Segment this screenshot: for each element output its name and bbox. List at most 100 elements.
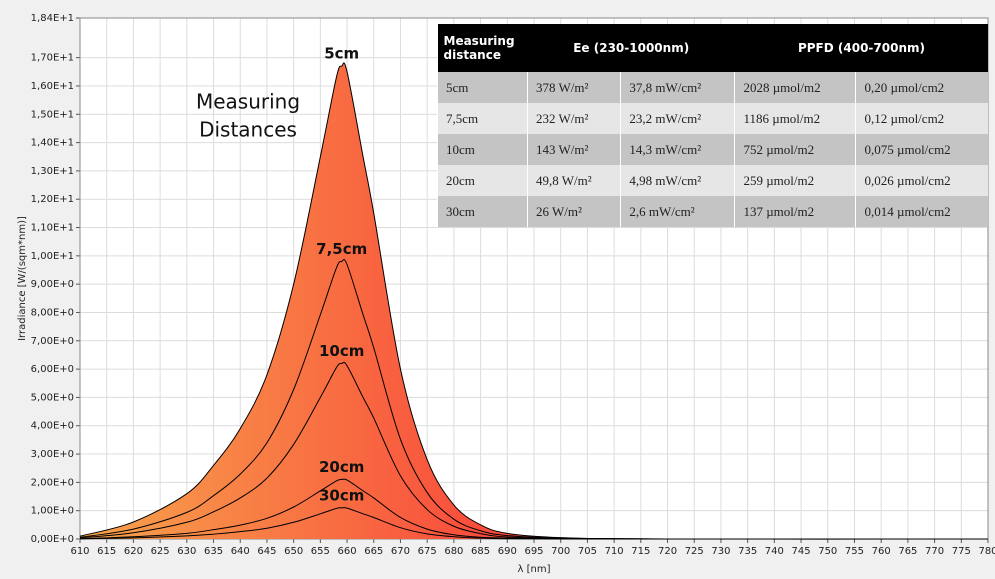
y-tick-label: 1,10E+1: [31, 223, 74, 234]
y-tick-label: 1,40E+1: [31, 138, 74, 149]
table-cell: 137 µmol/m2: [734, 196, 856, 227]
area: [80, 62, 988, 540]
table-cell: 5cm: [437, 72, 528, 103]
x-tick-label: 690: [498, 546, 517, 557]
table-cell: 20cm: [437, 165, 528, 196]
table-cell: 232 W/m²: [526, 103, 621, 134]
x-tick-label: 740: [765, 546, 784, 557]
x-tick-label: 665: [364, 546, 383, 557]
table-cell: 7,5cm: [437, 103, 528, 134]
y-tick-label: 2,00E+0: [31, 477, 74, 488]
x-tick-label: 610: [70, 546, 89, 557]
x-tick-label: 670: [391, 546, 410, 557]
y-tick-label: 1,30E+1: [31, 166, 74, 177]
y-tick-label: 7,00E+0: [31, 336, 74, 347]
table-cell: 0,12 µmol/cm2: [855, 103, 988, 134]
x-tick-label: 715: [631, 546, 650, 557]
table-cell: 14,3 mW/cm²: [620, 134, 735, 165]
x-tick-label: 630: [177, 546, 196, 557]
table-cell: 26 W/m²: [526, 196, 621, 227]
series-label: 7,5cm: [316, 240, 367, 258]
table-cell: 10cm: [437, 134, 528, 165]
x-tick-label: 635: [204, 546, 223, 557]
table-cell: 143 W/m²: [526, 134, 621, 165]
table-row: 20cm 49,8 W/m² 4,98 mW/cm² 259 µmol/m2 0,026…: [437, 165, 988, 196]
table-cell: 378 W/m²: [526, 72, 621, 103]
x-tick-label: 675: [418, 546, 437, 557]
table-row: 5cm 378 W/m² 37,8 mW/cm² 2028 µmol/m2 0,20 µ…: [437, 72, 988, 103]
x-tick-label: 640: [231, 546, 250, 557]
x-tick-label: 720: [658, 546, 677, 557]
line: [79, 507, 988, 540]
y-tick-label: 5,00E+0: [31, 392, 74, 403]
y-tick-label: 1,00E+1: [31, 251, 74, 262]
table-cell: 0,075 µmol/cm2: [855, 134, 988, 165]
y-tick-label: 4,00E+0: [31, 421, 74, 432]
y-axis-label: Irradiance [W/(sqm*nm)]: [17, 216, 28, 341]
x-tick-label: 620: [124, 546, 143, 557]
annotation: Distances: [199, 118, 297, 142]
table-cell: 23,2 mW/cm²: [620, 103, 735, 134]
header-cell: Ee (230-1000nm): [527, 24, 735, 72]
series-label: 30cm: [319, 486, 364, 504]
x-tick-label: 680: [444, 546, 463, 557]
table-cell: 0,20 µmol/cm2: [855, 72, 988, 103]
x-tick-label: 685: [471, 546, 490, 557]
table-cell: 0,026 µmol/cm2: [855, 165, 988, 196]
table-cell: 4,98 mW/cm²: [620, 165, 735, 196]
y-tick-label: 8,00E+0: [31, 307, 74, 318]
header-row: Measuring distance Ee (230-1000nm) PPFD (4…: [437, 24, 988, 72]
y-tick-label: 1,00E+0: [31, 506, 74, 517]
y-tick-label: 1,84E+1: [31, 13, 74, 24]
y-tick-label: 0,00E+0: [31, 534, 74, 545]
x-tick-label: 735: [738, 546, 757, 557]
x-tick-label: 760: [872, 546, 891, 557]
x-tick-label: 725: [685, 546, 704, 557]
series-label: 10cm: [319, 342, 364, 360]
header-cell: PPFD (400-700nm): [734, 24, 988, 72]
table-cell: 752 µmol/m2: [734, 134, 856, 165]
x-tick-label: 625: [151, 546, 170, 557]
x-tick-label: 615: [97, 546, 116, 557]
y-tick-label: 1,50E+1: [31, 109, 74, 120]
x-tick-label: 745: [792, 546, 811, 557]
series-label: 20cm: [319, 458, 364, 476]
y-tick-label: 1,70E+1: [31, 53, 74, 64]
data-table: Measuring distance Ee (230-1000nm) PPFD (4…: [437, 24, 988, 227]
x-tick-label: 700: [551, 546, 570, 557]
y-tick-label: 1,20E+1: [31, 194, 74, 205]
x-tick-label: 770: [925, 546, 944, 557]
series-label: 5cm: [324, 45, 359, 63]
x-tick-label: 660: [338, 546, 357, 557]
table-row: 7,5cm 232 W/m² 23,2 mW/cm² 1186 µmol/m2 0,12…: [437, 103, 988, 134]
table-row: 10cm 143 W/m² 14,3 mW/cm² 752 µmol/m2 0,075 …: [437, 134, 988, 165]
table-cell: 259 µmol/m2: [734, 165, 856, 196]
y-tick-label: 1,60E+1: [31, 81, 74, 92]
table-cell: 49,8 W/m²: [526, 165, 621, 196]
annotation: Measuring: [196, 90, 300, 114]
table-cell: 2028 µmol/m2: [734, 72, 856, 103]
table-cell: 30cm: [437, 196, 528, 227]
x-tick-label: 645: [257, 546, 276, 557]
x-tick-label: 780: [978, 546, 995, 557]
line: [79, 62, 989, 540]
x-tick-label: 655: [311, 546, 330, 557]
table-cell: 1186 µmol/m2: [734, 103, 856, 134]
y-tick-label: 6,00E+0: [31, 364, 74, 375]
x-tick-label: 775: [952, 546, 971, 557]
x-tick-label: 710: [605, 546, 624, 557]
x-tick-label: 650: [284, 546, 303, 557]
header-cell: Measuring distance: [437, 24, 528, 72]
table-cell: 2,6 mW/cm²: [620, 196, 735, 227]
x-tick-label: 705: [578, 546, 597, 557]
y-tick-label: 9,00E+0: [31, 279, 74, 290]
x-tick-label: 755: [845, 546, 864, 557]
x-tick-label: 730: [711, 546, 730, 557]
x-axis-label: λ [nm]: [518, 564, 551, 575]
table-row: 30cm 26 W/m² 2,6 mW/cm² 137 µmol/m2 0,014 µm…: [437, 196, 988, 227]
table-cell: 37,8 mW/cm²: [620, 72, 735, 103]
table-cell: 0,014 µmol/cm2: [855, 196, 988, 227]
x-tick-label: 695: [524, 546, 543, 557]
